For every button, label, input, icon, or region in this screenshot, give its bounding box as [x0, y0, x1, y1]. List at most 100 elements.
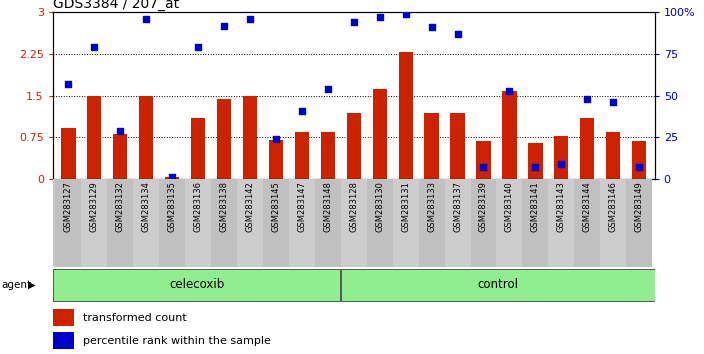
- Text: GSM283127: GSM283127: [64, 181, 73, 232]
- Text: GDS3384 / 207_at: GDS3384 / 207_at: [53, 0, 179, 11]
- Bar: [425, 113, 439, 179]
- Text: control: control: [477, 278, 518, 291]
- Bar: [82, 179, 107, 267]
- Bar: [237, 179, 263, 267]
- Point: [348, 19, 360, 25]
- Bar: [263, 179, 289, 267]
- Point: [426, 24, 437, 30]
- Bar: [606, 132, 620, 179]
- Bar: [185, 179, 211, 267]
- Bar: [87, 96, 101, 179]
- Text: GSM283134: GSM283134: [142, 181, 151, 232]
- Bar: [470, 179, 496, 267]
- Text: transformed count: transformed count: [83, 313, 187, 322]
- Bar: [53, 309, 74, 326]
- Point: [167, 174, 178, 180]
- Point: [89, 45, 100, 50]
- Bar: [159, 179, 185, 267]
- Bar: [393, 179, 419, 267]
- Text: GSM283128: GSM283128: [349, 181, 358, 232]
- Bar: [53, 269, 340, 301]
- Text: GSM283133: GSM283133: [427, 181, 436, 233]
- Point: [529, 164, 541, 170]
- Bar: [341, 179, 367, 267]
- Bar: [243, 96, 257, 179]
- Bar: [321, 132, 335, 179]
- Text: celecoxib: celecoxib: [169, 278, 225, 291]
- Bar: [191, 118, 206, 179]
- Bar: [289, 179, 315, 267]
- Bar: [419, 179, 444, 267]
- Text: GSM283142: GSM283142: [246, 181, 254, 232]
- Bar: [53, 332, 74, 349]
- Text: GSM283145: GSM283145: [272, 181, 280, 232]
- Bar: [211, 179, 237, 267]
- Point: [400, 11, 411, 17]
- Text: GSM283136: GSM283136: [194, 181, 203, 233]
- Bar: [341, 269, 655, 301]
- Bar: [315, 179, 341, 267]
- Point: [270, 136, 282, 142]
- Bar: [346, 113, 361, 179]
- Text: GSM283135: GSM283135: [168, 181, 177, 232]
- Point: [478, 164, 489, 170]
- Text: GSM283148: GSM283148: [323, 181, 332, 232]
- Bar: [269, 140, 283, 179]
- Text: GSM283129: GSM283129: [90, 181, 99, 232]
- Point: [634, 164, 645, 170]
- Bar: [477, 141, 491, 179]
- Text: GSM283137: GSM283137: [453, 181, 462, 233]
- Bar: [574, 179, 601, 267]
- Text: GSM283139: GSM283139: [479, 181, 488, 232]
- Bar: [217, 99, 231, 179]
- Bar: [61, 128, 75, 179]
- Point: [192, 45, 203, 50]
- Text: GSM283149: GSM283149: [634, 181, 643, 232]
- Point: [244, 16, 256, 22]
- Point: [452, 31, 463, 37]
- Bar: [632, 141, 646, 179]
- Bar: [554, 136, 568, 179]
- Point: [63, 81, 74, 87]
- Bar: [548, 179, 574, 267]
- Text: GSM283140: GSM283140: [505, 181, 514, 232]
- Text: GSM283131: GSM283131: [401, 181, 410, 232]
- Point: [322, 86, 334, 92]
- Text: ▶: ▶: [28, 280, 36, 290]
- Text: percentile rank within the sample: percentile rank within the sample: [83, 336, 271, 346]
- Point: [115, 128, 126, 133]
- Text: GSM283143: GSM283143: [557, 181, 566, 232]
- Text: GSM283146: GSM283146: [609, 181, 617, 232]
- Point: [555, 161, 567, 167]
- Bar: [398, 52, 413, 179]
- Text: GSM283138: GSM283138: [220, 181, 229, 233]
- Bar: [601, 179, 626, 267]
- Bar: [139, 96, 153, 179]
- Point: [582, 96, 593, 102]
- Text: GSM283132: GSM283132: [115, 181, 125, 232]
- Bar: [56, 179, 82, 267]
- Bar: [522, 179, 548, 267]
- Bar: [580, 118, 594, 179]
- Text: agent: agent: [1, 280, 32, 290]
- Bar: [528, 143, 543, 179]
- Bar: [451, 113, 465, 179]
- Point: [141, 16, 152, 22]
- Point: [296, 108, 308, 113]
- Bar: [372, 89, 386, 179]
- Point: [218, 23, 230, 29]
- Bar: [367, 179, 393, 267]
- Bar: [165, 177, 180, 179]
- Bar: [295, 132, 309, 179]
- Bar: [113, 135, 127, 179]
- Bar: [502, 91, 517, 179]
- Point: [504, 88, 515, 93]
- Point: [374, 15, 385, 20]
- Text: GSM283147: GSM283147: [297, 181, 306, 232]
- Bar: [496, 179, 522, 267]
- Bar: [107, 179, 133, 267]
- Point: [608, 99, 619, 105]
- Text: GSM283130: GSM283130: [375, 181, 384, 232]
- Text: GSM283144: GSM283144: [583, 181, 592, 232]
- Text: GSM283141: GSM283141: [531, 181, 540, 232]
